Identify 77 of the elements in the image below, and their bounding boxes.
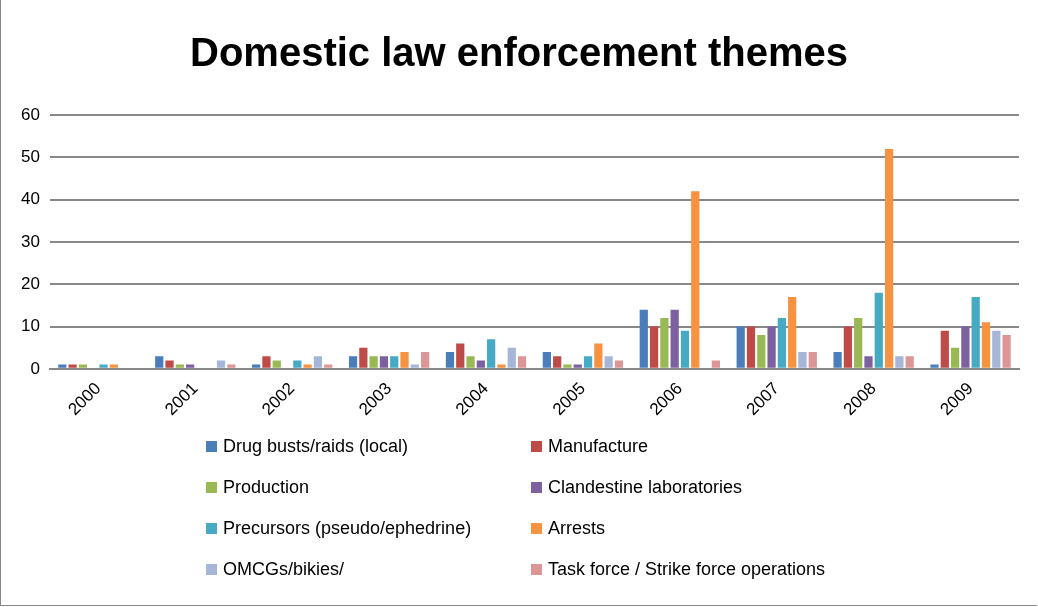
bar: [691, 191, 700, 368]
bar: [961, 326, 970, 368]
bar: [864, 356, 873, 368]
bar: [262, 356, 271, 368]
legend-label: Clandestine laboratories: [548, 477, 743, 498]
bar: [660, 318, 669, 368]
bar: [940, 330, 949, 368]
bar: [542, 351, 551, 368]
bar: [1002, 335, 1011, 368]
bar: [884, 149, 894, 368]
y-tick-label: 10: [20, 316, 40, 336]
legend-label: Precursors (pseudo/ephedrine): [223, 518, 472, 539]
legend-label: OMCGs/bikies/: [223, 559, 345, 580]
bar: [155, 356, 164, 368]
bar: [777, 318, 786, 368]
bar: [788, 296, 797, 368]
bar: [833, 351, 842, 368]
legend-label: Task force / Strike force operations: [548, 559, 826, 580]
bar: [604, 356, 613, 368]
bar: [272, 360, 281, 368]
bar: [497, 364, 506, 368]
y-tick-label: 60: [20, 104, 40, 124]
bar: [400, 351, 409, 368]
y-tick-label: 0: [30, 358, 40, 378]
bar: [216, 360, 226, 368]
y-tick-label: 40: [20, 189, 40, 209]
bar: [466, 356, 475, 368]
bar: [487, 339, 496, 368]
bar: [563, 364, 572, 368]
legend-label: Manufacture: [548, 436, 649, 457]
bar: [165, 360, 174, 368]
bar: [874, 292, 883, 368]
bar: [583, 356, 593, 368]
bar: [517, 356, 527, 368]
bar: [746, 326, 756, 368]
bar: [711, 360, 720, 368]
chart-title: Domestic law enforcement themes: [189, 30, 849, 75]
bar: [313, 356, 323, 368]
bar: [930, 364, 939, 368]
bar: [670, 309, 679, 368]
y-tick-label: 50: [20, 147, 40, 167]
bar: [895, 356, 904, 368]
bar: [359, 347, 368, 368]
bar: [808, 351, 817, 368]
bar: [445, 351, 455, 368]
bar: [369, 356, 378, 368]
bar: [798, 351, 807, 368]
bar: [99, 364, 108, 368]
bar: [767, 326, 776, 368]
bar: [843, 326, 853, 368]
bar: [971, 296, 980, 368]
bar: [293, 360, 302, 368]
bar: [992, 330, 1001, 368]
bar: [348, 356, 358, 368]
bar: [905, 356, 914, 368]
bar: [757, 335, 766, 368]
bar: [981, 322, 991, 368]
legend-label: Arrests: [548, 518, 606, 539]
y-tick-label: 30: [20, 231, 40, 251]
bar: [736, 326, 745, 368]
legend-label: Production: [223, 477, 310, 498]
bar: [680, 330, 690, 368]
bar: [379, 356, 389, 368]
bar: [507, 347, 516, 368]
bar: [950, 347, 960, 368]
bar: [476, 360, 485, 368]
bar: [854, 318, 863, 368]
bar: [649, 326, 659, 368]
y-tick-label: 20: [20, 273, 40, 293]
bar: [614, 360, 624, 368]
bar: [456, 343, 465, 368]
bar: [390, 356, 399, 368]
legend-label: Drug busts/raids (local): [223, 436, 409, 457]
bar: [639, 309, 648, 368]
bar: [594, 343, 603, 368]
bar: [421, 351, 430, 368]
bar: [553, 356, 562, 368]
